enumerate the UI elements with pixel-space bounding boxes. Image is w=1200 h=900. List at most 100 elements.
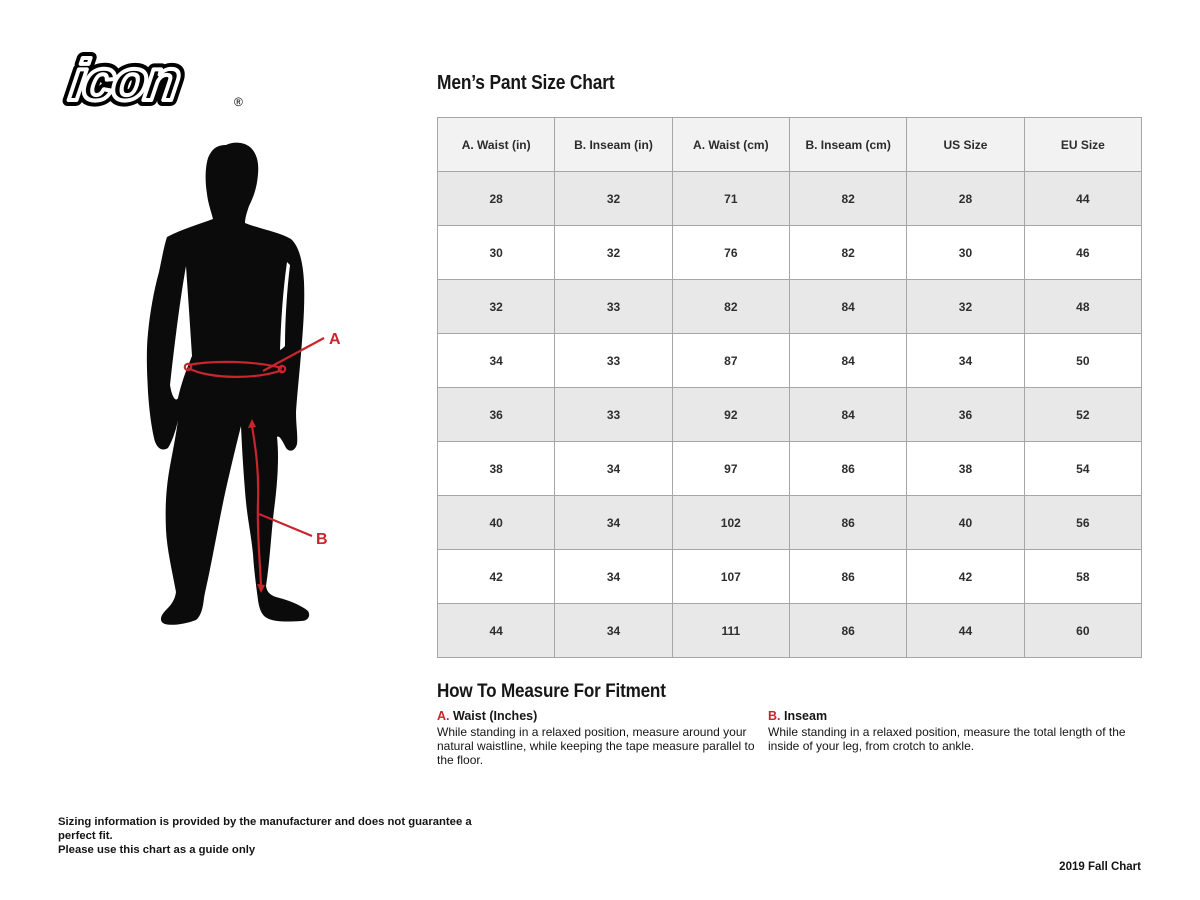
table-row: 36 33 92 84 36 52 (436, 387, 1143, 442)
table-cell: 28 (436, 171, 556, 226)
measure-title-inseam: Inseam (783, 709, 828, 723)
inseam-line-annotation (250, 425, 313, 587)
table-cell: 87 (671, 333, 790, 388)
disclaimer-line-1: Sizing information is provided by the ma… (58, 816, 472, 843)
measure-letter-b: B. (768, 709, 781, 723)
table-cell: 84 (788, 387, 908, 442)
registered-trademark-icon: ® (234, 95, 243, 109)
measure-title-waist: Waist (Inches) (452, 709, 538, 723)
table-cell: 86 (788, 495, 908, 550)
table-row: 30 32 76 82 30 46 (436, 225, 1143, 280)
table-cell: 82 (671, 279, 790, 334)
table-cell: 34 (906, 333, 1025, 388)
table-cell: 34 (554, 441, 673, 496)
measure-item-waist: A. Waist (Inches) While standing in a re… (437, 709, 767, 767)
column-header-inseam-cm: B. Inseam (cm) (788, 117, 908, 172)
table-cell: 86 (788, 549, 908, 604)
table-cell: 82 (788, 225, 908, 280)
table-cell: 52 (1023, 387, 1143, 442)
size-table-body: 28 32 71 82 28 44 30 32 76 82 30 46 32 33 82 84 32 48 34 33… (436, 171, 1143, 658)
table-cell: 32 (906, 279, 1025, 334)
table-cell: 86 (788, 441, 908, 496)
table-cell: 111 (671, 603, 790, 658)
column-header-inseam-in: B. Inseam (in) (554, 117, 673, 172)
table-cell: 34 (436, 333, 556, 388)
size-table: A. Waist (in) B. Inseam (in) A. Waist (c… (436, 117, 1143, 658)
icon-logo-graphic: icon icon ® (60, 42, 243, 119)
table-header-row: A. Waist (in) B. Inseam (in) A. Waist (c… (436, 117, 1143, 172)
measure-text-waist: While standing in a relaxed position, me… (437, 725, 755, 768)
table-cell: 84 (788, 279, 908, 334)
measure-text-inseam: While standing in a relaxed position, me… (768, 725, 1126, 754)
table-cell: 50 (1023, 333, 1143, 388)
table-cell: 32 (436, 279, 556, 334)
table-row: 44 34 111 86 44 60 (436, 603, 1143, 658)
table-cell: 60 (1023, 603, 1143, 658)
table-cell: 34 (554, 495, 673, 550)
table-cell: 42 (436, 549, 556, 604)
table-cell: 30 (436, 225, 556, 280)
measure-label-waist: A. Waist (Inches) (437, 709, 767, 723)
waist-label-a: A (329, 331, 341, 348)
table-cell: 44 (906, 603, 1025, 658)
table-cell: 102 (671, 495, 790, 550)
column-header-waist-in: A. Waist (in) (436, 117, 556, 172)
table-cell: 40 (436, 495, 556, 550)
measurement-figure: A B (120, 130, 400, 690)
table-cell: 30 (906, 225, 1025, 280)
icon-brand-logo: icon icon ® (50, 40, 270, 120)
column-header-waist-cm: A. Waist (cm) (671, 117, 790, 172)
column-header-eu-size: EU Size (1023, 117, 1143, 172)
table-cell: 44 (436, 603, 556, 658)
table-cell: 42 (906, 549, 1025, 604)
disclaimer-line-2: Please use this chart as a guide only (58, 844, 256, 857)
inseam-label-b: B (316, 531, 328, 548)
table-cell: 71 (671, 171, 790, 226)
table-cell: 33 (554, 279, 673, 334)
table-cell: 46 (1023, 225, 1143, 280)
table-row: 42 34 107 86 42 58 (436, 549, 1143, 604)
chart-version-label: 2019 Fall Chart (1059, 861, 1141, 873)
arm-gap-right (280, 262, 290, 350)
measure-section-heading: How To Measure For Fitment (437, 681, 666, 702)
table-cell: 36 (436, 387, 556, 442)
table-cell: 33 (554, 333, 673, 388)
table-cell: 40 (906, 495, 1025, 550)
table-row: 32 33 82 84 32 48 (436, 279, 1143, 334)
table-cell: 32 (554, 225, 673, 280)
svg-text:icon: icon (66, 48, 184, 113)
table-cell: 44 (1023, 171, 1143, 226)
table-row: 34 33 87 84 34 50 (436, 333, 1143, 388)
table-cell: 97 (671, 441, 790, 496)
table-cell: 84 (788, 333, 908, 388)
table-cell: 33 (554, 387, 673, 442)
table-cell: 36 (906, 387, 1025, 442)
page-title: Men’s Pant Size Chart (437, 72, 615, 94)
svg-text:icon: icon (66, 48, 184, 113)
table-cell: 48 (1023, 279, 1143, 334)
waist-tape-annotation (183, 337, 325, 378)
table-cell: 76 (671, 225, 790, 280)
inseam-arrowheads (248, 419, 265, 593)
table-cell: 28 (906, 171, 1025, 226)
table-cell: 38 (906, 441, 1025, 496)
table-row: 28 32 71 82 28 44 (436, 171, 1143, 226)
table-cell: 92 (671, 387, 790, 442)
table-cell: 86 (788, 603, 908, 658)
table-cell: 82 (788, 171, 908, 226)
table-cell: 34 (554, 549, 673, 604)
arm-gap-left (170, 266, 192, 400)
measure-letter-a: A. (437, 709, 450, 723)
measure-label-inseam: B. Inseam (768, 709, 1143, 723)
table-row: 38 34 97 86 38 54 (436, 441, 1143, 496)
table-cell: 54 (1023, 441, 1143, 496)
table-cell: 38 (436, 441, 556, 496)
table-cell: 58 (1023, 549, 1143, 604)
size-table-header: A. Waist (in) B. Inseam (in) A. Waist (c… (436, 117, 1143, 172)
table-cell: 56 (1023, 495, 1143, 550)
table-cell: 107 (671, 549, 790, 604)
column-header-us-size: US Size (906, 117, 1025, 172)
table-cell: 32 (554, 171, 673, 226)
table-cell: 34 (554, 603, 673, 658)
